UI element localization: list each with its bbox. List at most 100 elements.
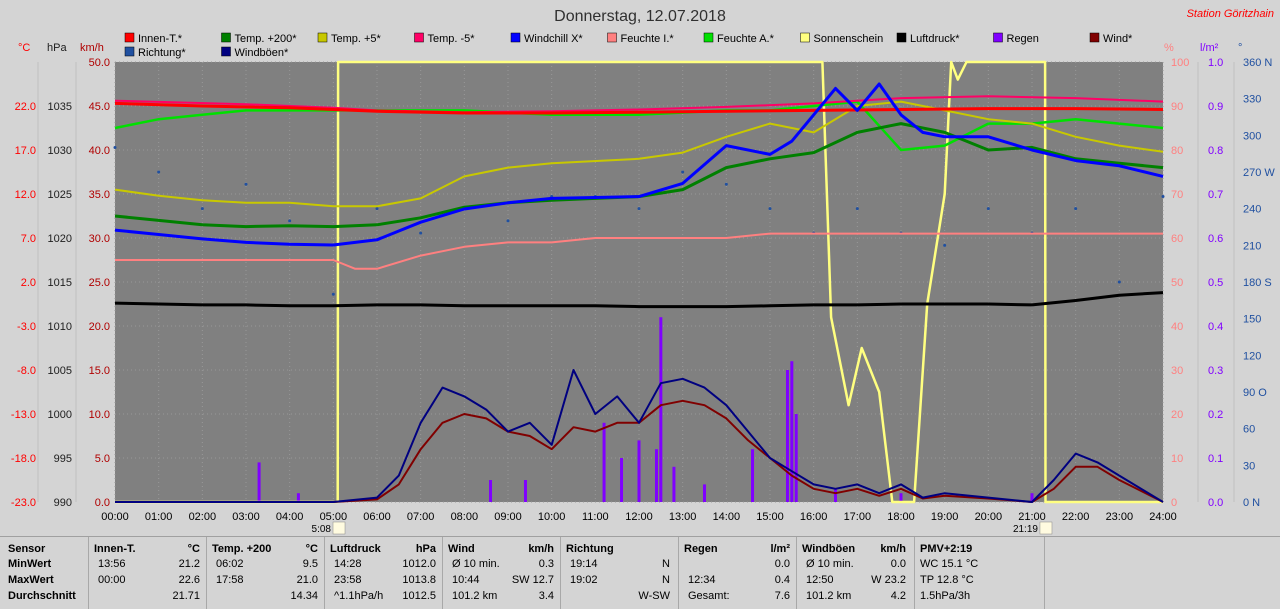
series-layer [113, 60, 1165, 504]
rain-bar [523, 480, 527, 502]
rain-bar [703, 484, 706, 502]
stats-cell-label: 00:00 [98, 574, 126, 586]
tick-hum: 80 [1171, 145, 1183, 157]
rain-bar [654, 449, 658, 502]
stats-cell-value: 21.2 [178, 558, 200, 570]
station-name: Station Göritzhain [1187, 8, 1274, 20]
stats-cell-value: 4.2 [890, 590, 906, 602]
stats-wind-header: Wind km/h [448, 543, 558, 557]
tick-hum: 30 [1171, 365, 1183, 377]
stats-pmv-wc: WC 15.1 °C [920, 558, 979, 570]
tick-wind: 50.0 [89, 57, 110, 69]
direction-point [1161, 194, 1165, 198]
legend-swatch [317, 32, 328, 43]
tick-x: 10:00 [538, 511, 566, 523]
tick-x: 08:00 [451, 511, 479, 523]
stats-boeen-header: Windböen km/h [802, 543, 910, 557]
tick-x: 05:00 [320, 511, 348, 523]
stats-wind: Wind km/h Ø 10 min. 0.3 10:44 SW 12.7 101.2 km… [448, 537, 558, 609]
tick-x: 15:00 [756, 511, 784, 523]
stats-cell-value: N [662, 574, 670, 586]
stats-row-avg: Durchschnitt [8, 590, 76, 602]
stats-cell-value: 0.3 [538, 558, 554, 570]
tick-x: 20:00 [975, 511, 1003, 523]
tick-rain: 0.6 [1208, 233, 1223, 245]
legend-swatch [1089, 32, 1100, 43]
tick-x: 14:00 [713, 511, 741, 523]
unit-hum: % [1164, 42, 1174, 54]
tick-x: 00:00 [101, 511, 129, 523]
tick-temp: 22.0 [15, 101, 36, 113]
stats-innen-row: 00:00 22.6 [94, 574, 204, 588]
stats-cell-label: Ø 10 min. [452, 558, 500, 570]
tick-dir: 330 [1243, 94, 1261, 106]
stats-cell-label: 19:02 [570, 574, 598, 586]
unit-press: hPa [47, 42, 67, 54]
tick-x: 02:00 [189, 511, 217, 523]
legend-label: Temp. +200* [235, 33, 298, 45]
tick-temp: -18.0 [11, 453, 36, 465]
sun-markers: 5:08 21:19 [312, 521, 1053, 535]
tick-rain: 0.2 [1208, 409, 1223, 421]
stats-richtung-header: Richtung [566, 543, 674, 557]
direction-point [943, 243, 947, 247]
stats-innen: Innen-T. °C 13:56 21.2 00:00 22.6 21.71 [94, 537, 204, 609]
stats-temp200-unit: °C [305, 543, 318, 555]
stats-richtung-row: 19:14 N [566, 558, 674, 572]
tick-dir: 60 [1243, 424, 1255, 436]
tick-x: 19:00 [931, 511, 959, 523]
tick-press: 1005 [48, 365, 72, 377]
stats-windboeen: Windböen km/h Ø 10 min. 0.0 12:50 W 23.2 101.2… [802, 537, 910, 609]
stats-row-min: MinWert [8, 558, 52, 570]
tick-hum: 60 [1171, 233, 1183, 245]
legend-swatch [124, 46, 135, 57]
stats-boeen-row: Ø 10 min. 0.0 [802, 558, 910, 572]
stats-cell-value: 22.6 [178, 574, 200, 586]
legend-swatch [607, 32, 617, 43]
tick-hum: 20 [1171, 409, 1183, 421]
stats-cell-label: 06:02 [216, 558, 244, 570]
direction-point [768, 207, 772, 211]
tick-rain: 0.3 [1208, 365, 1223, 377]
stats-temp200: Temp. +200 °C 06:02 9.5 17:58 21.0 14.34 [212, 537, 322, 609]
stats-boeen-unit: km/h [880, 543, 906, 555]
rain-bar [257, 462, 261, 502]
tick-dir: 270 W [1243, 167, 1275, 179]
tick-wind: 30.0 [89, 233, 110, 245]
tick-hum: 100 [1171, 57, 1189, 69]
stats-boeen-row: 101.2 km 4.2 [802, 590, 910, 604]
rain-bar [751, 449, 755, 502]
stats-cell-value: 21.71 [172, 590, 200, 602]
stats-druck-header: Luftdruck hPa [330, 543, 440, 557]
legend-swatch [414, 32, 424, 43]
stats-pmv-tp: TP 12.8 °C [920, 574, 974, 586]
direction-point [1117, 280, 1121, 284]
tick-rain: 0.7 [1208, 189, 1223, 201]
stats-cell-value: SW 12.7 [511, 574, 554, 586]
legend-label: Feuchte A.* [717, 33, 775, 45]
stats-cell-label: 101.2 km [806, 590, 852, 602]
tick-wind: 5.0 [95, 453, 110, 465]
tick-rain: 0.5 [1208, 277, 1223, 289]
tick-rain: 0.8 [1208, 145, 1223, 157]
tick-dir: 210 [1243, 240, 1261, 252]
stats-druck-row: 14:28 1012.0 [330, 558, 440, 572]
direction-point [637, 207, 641, 211]
stats-cell-value: 21.0 [296, 574, 318, 586]
tick-dir: 240 [1243, 204, 1261, 216]
tick-wind: 45.0 [89, 101, 110, 113]
legend-swatch [221, 32, 231, 43]
stats-wind-title: Wind [448, 543, 475, 555]
tick-x: 11:00 [582, 511, 609, 523]
stats-cell-value: 7.6 [774, 590, 790, 602]
tick-temp: -13.0 [11, 409, 36, 421]
legend-label: Feuchte I.* [621, 33, 675, 45]
legend: Innen-T.* Temp. +200* Temp. +5* Temp. -5* Wi… [124, 32, 1133, 59]
direction-point [855, 207, 859, 211]
direction-point [157, 170, 161, 174]
tick-press: 1030 [48, 145, 72, 157]
series-line [114, 95, 1164, 114]
rain-bar [620, 458, 624, 502]
legend-label: Innen-T.* [138, 33, 183, 45]
stats-pmv-trend: 1.5hPa/3h [920, 590, 971, 602]
